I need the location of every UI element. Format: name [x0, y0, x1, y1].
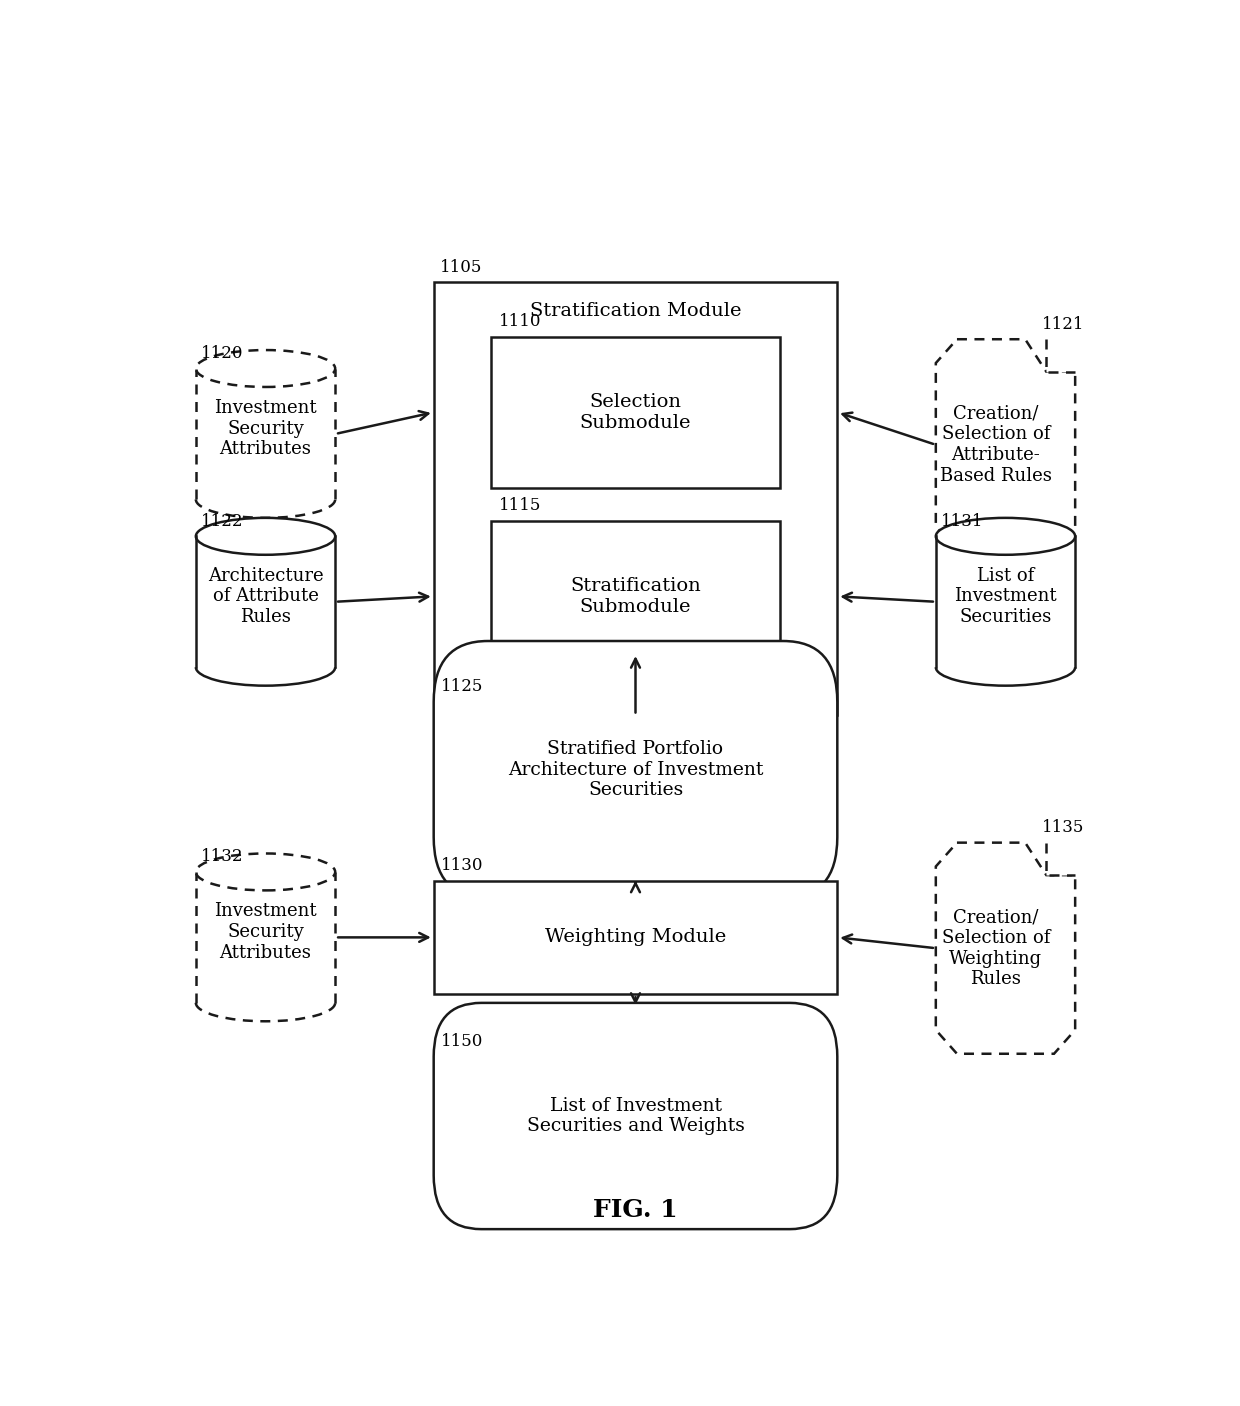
Bar: [196, 536, 335, 668]
Text: Creation/
Selection of
Attribute-
Based Rules: Creation/ Selection of Attribute- Based …: [940, 405, 1052, 485]
Text: Weighting Module: Weighting Module: [544, 928, 727, 946]
Text: 1125: 1125: [441, 679, 484, 696]
Ellipse shape: [196, 517, 335, 555]
Bar: [196, 368, 335, 499]
Text: 1110: 1110: [498, 314, 542, 330]
Text: 1120: 1120: [201, 344, 243, 361]
FancyBboxPatch shape: [434, 1002, 837, 1229]
FancyBboxPatch shape: [434, 641, 837, 898]
Text: 1122: 1122: [201, 513, 243, 530]
Text: 1150: 1150: [441, 1033, 484, 1050]
Text: Investment
Security
Attributes: Investment Security Attributes: [215, 399, 317, 458]
Ellipse shape: [196, 350, 335, 387]
Text: Selection
Submodule: Selection Submodule: [580, 392, 691, 432]
Bar: [196, 536, 335, 668]
Ellipse shape: [196, 853, 335, 890]
Bar: [434, 880, 837, 994]
Ellipse shape: [936, 517, 1075, 555]
Text: 1105: 1105: [439, 259, 482, 276]
PathPatch shape: [1047, 842, 1075, 875]
Text: 1132: 1132: [201, 848, 243, 866]
Text: 1135: 1135: [1042, 820, 1084, 837]
Text: Stratification Module: Stratification Module: [529, 302, 742, 321]
Text: 1130: 1130: [441, 858, 484, 875]
PathPatch shape: [936, 842, 1075, 1053]
Text: 1131: 1131: [941, 513, 983, 530]
Text: Stratified Portfolio
Architecture of Investment
Securities: Stratified Portfolio Architecture of Inv…: [508, 740, 763, 800]
Text: List of
Investment
Securities: List of Investment Securities: [954, 567, 1056, 626]
Text: List of Investment
Securities and Weights: List of Investment Securities and Weight…: [527, 1097, 744, 1136]
PathPatch shape: [1047, 339, 1075, 371]
Text: FIG. 1: FIG. 1: [593, 1198, 678, 1222]
Bar: [491, 336, 780, 488]
Bar: [936, 536, 1075, 668]
Text: 1121: 1121: [1042, 316, 1084, 333]
Text: Stratification
Submodule: Stratification Submodule: [570, 576, 701, 616]
Bar: [434, 283, 837, 716]
Text: Creation/
Selection of
Weighting
Rules: Creation/ Selection of Weighting Rules: [941, 908, 1050, 988]
Bar: [196, 368, 335, 499]
Bar: [491, 520, 780, 672]
Bar: [196, 872, 335, 1002]
Text: Investment
Security
Attributes: Investment Security Attributes: [215, 903, 317, 962]
Bar: [196, 872, 335, 1002]
Bar: [936, 536, 1075, 668]
Text: 1115: 1115: [498, 498, 542, 515]
PathPatch shape: [936, 339, 1075, 550]
Text: Architecture
of Attribute
Rules: Architecture of Attribute Rules: [208, 567, 324, 626]
